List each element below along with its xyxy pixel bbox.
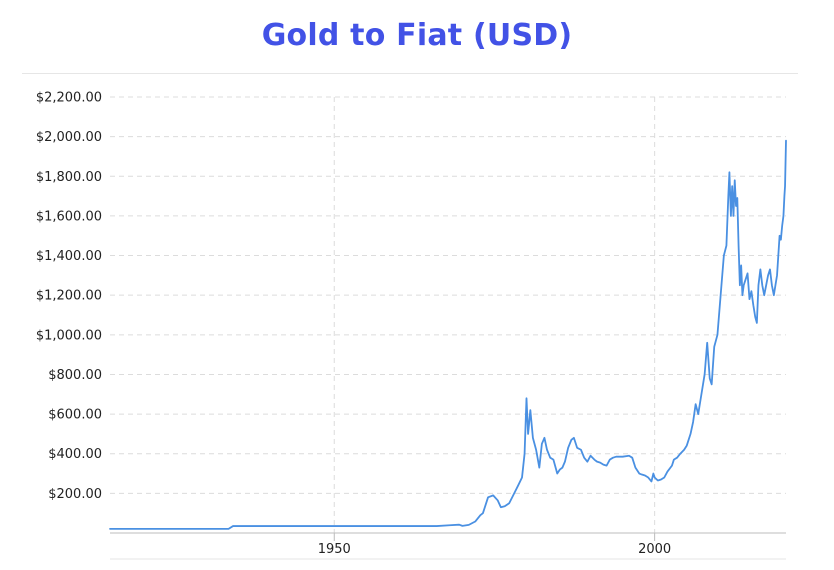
top-divider: [22, 73, 798, 74]
y-tick-label: $400.00: [48, 447, 102, 462]
gold-price-line: [109, 139, 787, 530]
x-axis: 1950 2000: [318, 533, 671, 557]
y-tick-label: $200.00: [48, 487, 102, 502]
grid-lines: [110, 96, 786, 533]
y-tick-label: $1,000.00: [36, 328, 102, 343]
y-tick-label: $800.00: [48, 368, 102, 383]
x-tick-label: 2000: [638, 542, 671, 557]
y-tick-label: $1,400.00: [36, 249, 102, 264]
y-tick-label: $1,200.00: [36, 289, 102, 304]
y-tick-label: $2,200.00: [36, 91, 102, 106]
chart-title: Gold to Fiat (USD): [261, 18, 573, 53]
y-tick-label: $600.00: [48, 408, 102, 423]
y-tick-label: $2,000.00: [36, 130, 102, 145]
x-tick-label: 1950: [318, 542, 351, 557]
y-axis: $200.00 $400.00 $600.00 $800.00 $1,000.00 $1,…: [36, 91, 102, 502]
y-tick-label: $1,600.00: [36, 209, 102, 224]
y-tick-label: $1,800.00: [36, 170, 102, 185]
